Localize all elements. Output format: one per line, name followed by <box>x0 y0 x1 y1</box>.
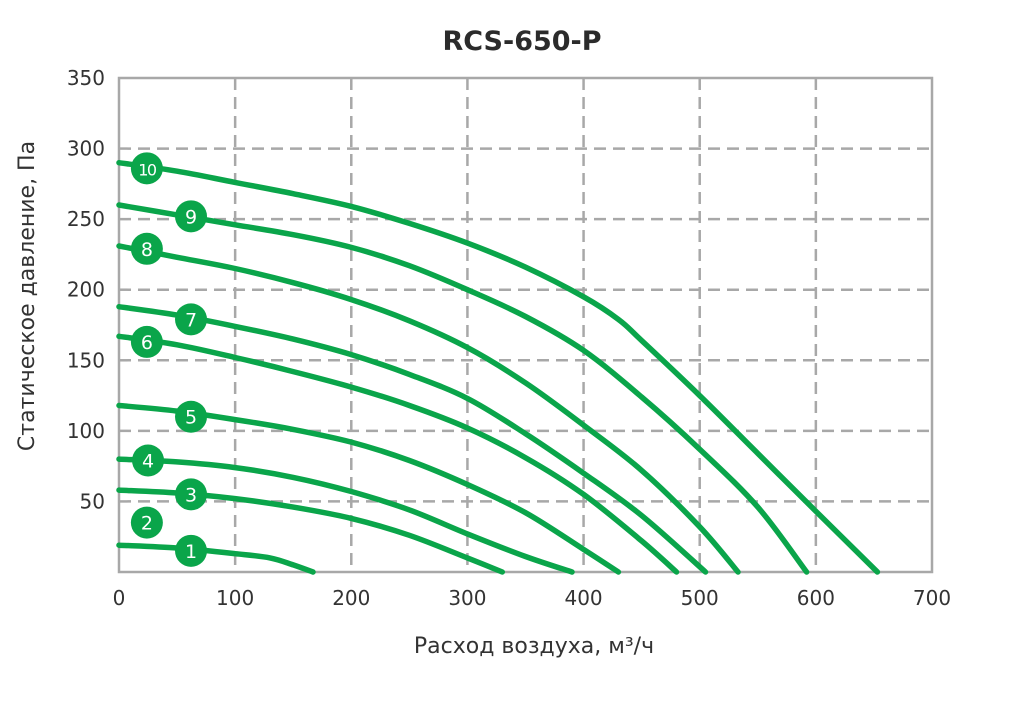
badge-circle <box>175 200 208 233</box>
x-tick-label: 400 <box>564 586 602 610</box>
badge-label: 8 <box>141 239 153 261</box>
series-line-6 <box>116 333 680 575</box>
series-line-4 <box>116 456 575 575</box>
y-axis-label: Статическое давление, Па <box>15 141 40 451</box>
plot-frame <box>117 76 934 574</box>
y-tick-label: 150 <box>67 348 105 372</box>
badge-circle <box>130 232 163 265</box>
y-tick-label: 250 <box>67 207 105 231</box>
chart-title: RCS-650-P <box>442 26 601 57</box>
series-badges: 1 2 3 4 5 6 7 8 9 10 <box>130 152 208 567</box>
badge-label: 10 <box>138 160 157 179</box>
y-tick-label: 300 <box>67 137 105 161</box>
y-tick-label: 350 <box>67 66 105 90</box>
series-line-7 <box>116 303 709 575</box>
badge-circle <box>132 444 165 477</box>
badge-label: 9 <box>185 206 197 228</box>
series-badge-4: 4 <box>132 444 165 477</box>
series-line-8 <box>116 243 741 575</box>
series-line-1 <box>116 542 316 575</box>
y-axis-ticks: 50 100 150 200 250 300 350 <box>67 66 105 513</box>
badge-circle <box>175 303 208 336</box>
badge-circle <box>175 400 208 433</box>
series-line-9 <box>116 202 810 575</box>
series-badge-5: 5 <box>175 400 208 433</box>
series-line-10 <box>116 159 881 575</box>
x-axis-label: Расход воздуха, м³/ч <box>414 634 654 659</box>
badge-label: 6 <box>141 332 153 354</box>
badge-label: 1 <box>185 541 197 563</box>
badge-label: 3 <box>185 484 197 506</box>
badge-label: 5 <box>185 407 197 429</box>
series-badge-6: 6 <box>130 325 163 358</box>
x-tick-label: 200 <box>332 586 370 610</box>
y-tick-label: 50 <box>80 489 105 513</box>
badge-label: 4 <box>142 450 154 472</box>
series-curves <box>116 159 881 575</box>
series-badge-3: 3 <box>175 478 208 511</box>
x-tick-label: 500 <box>681 586 719 610</box>
badge-label: 7 <box>185 309 197 331</box>
badge-circle <box>130 152 163 185</box>
badge-label: 2 <box>141 513 153 535</box>
series-badge-9: 9 <box>175 200 208 233</box>
series-badge-7: 7 <box>175 303 208 336</box>
series-line-5 <box>116 402 622 575</box>
series-badge-2: 2 <box>130 506 163 539</box>
badge-circle <box>130 325 163 358</box>
y-tick-label: 200 <box>67 278 105 302</box>
x-tick-label: 0 <box>113 586 126 610</box>
badge-circle <box>175 478 208 511</box>
x-tick-label: 600 <box>797 586 835 610</box>
series-badge-8: 8 <box>130 232 163 265</box>
x-tick-label: 700 <box>913 586 951 610</box>
x-tick-label: 300 <box>448 586 486 610</box>
x-axis-ticks: 0 100 200 300 400 500 600 700 <box>113 586 951 610</box>
series-badge-10: 10 <box>130 152 163 185</box>
badge-circle <box>175 534 208 567</box>
y-tick-label: 100 <box>67 419 105 443</box>
x-tick-label: 100 <box>216 586 254 610</box>
series-badge-1: 1 <box>175 534 208 567</box>
badge-circle <box>130 506 163 539</box>
